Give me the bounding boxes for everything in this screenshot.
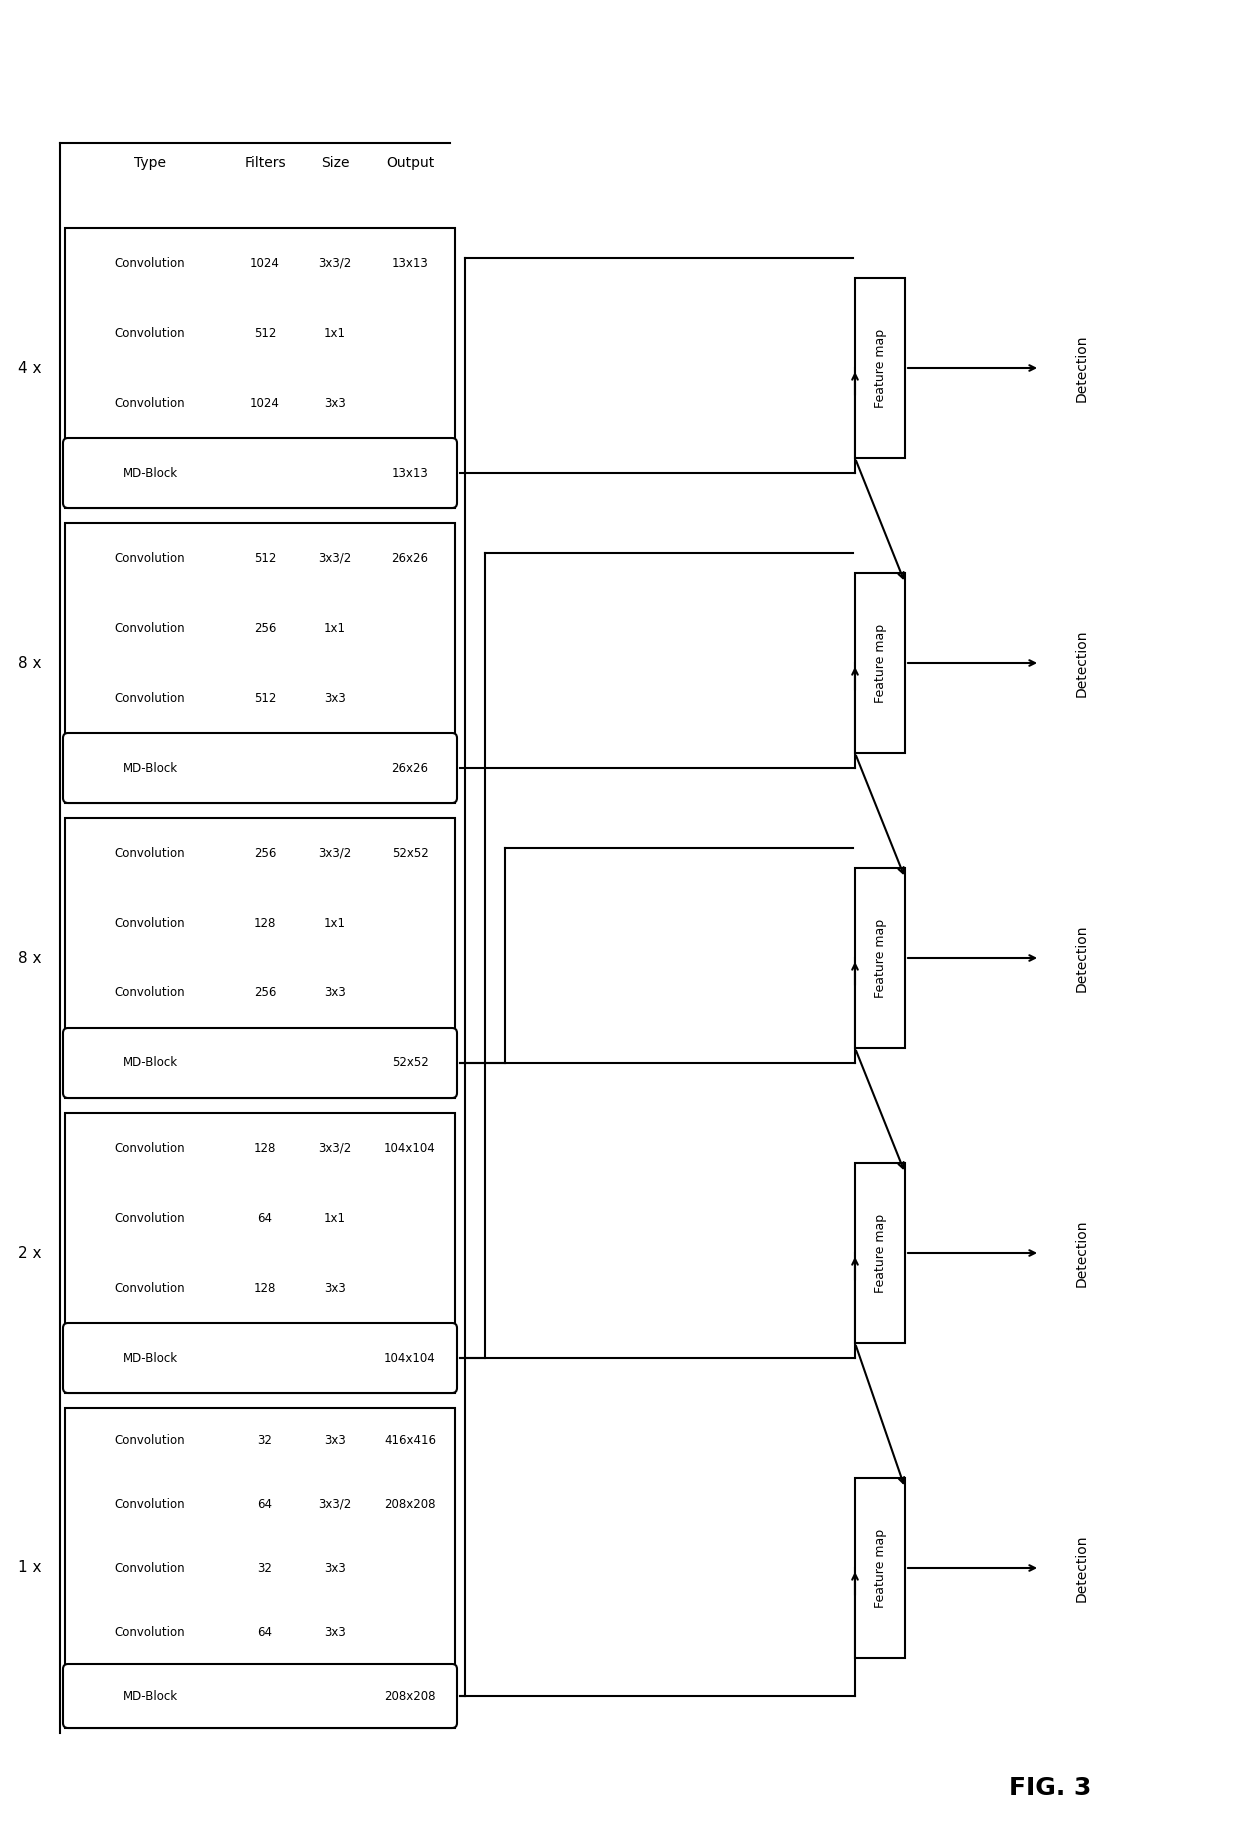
Text: Convolution: Convolution (114, 1561, 185, 1574)
FancyBboxPatch shape (64, 1113, 455, 1393)
Text: 512: 512 (254, 327, 277, 340)
Text: 64: 64 (258, 1212, 273, 1225)
Text: Convolution: Convolution (114, 327, 185, 340)
Text: 256: 256 (254, 622, 277, 634)
FancyBboxPatch shape (63, 1323, 458, 1393)
Text: Convolution: Convolution (114, 691, 185, 704)
Text: MD-Block: MD-Block (123, 466, 177, 479)
Text: 1024: 1024 (250, 397, 280, 409)
Text: 416x416: 416x416 (384, 1433, 436, 1446)
Text: Convolution: Convolution (114, 916, 185, 929)
Text: 8 x: 8 x (19, 656, 42, 671)
Text: 3x3/2: 3x3/2 (319, 256, 352, 269)
Text: Detection: Detection (1075, 1534, 1089, 1601)
Text: 512: 512 (254, 552, 277, 565)
Text: 32: 32 (258, 1561, 273, 1574)
Text: Convolution: Convolution (114, 846, 185, 859)
Text: 128: 128 (254, 1141, 277, 1155)
Text: 1x1: 1x1 (324, 327, 346, 340)
Text: Detection: Detection (1075, 335, 1089, 402)
Text: MD-Block: MD-Block (123, 1689, 177, 1702)
FancyBboxPatch shape (64, 228, 455, 508)
Text: MD-Block: MD-Block (123, 762, 177, 775)
Text: Convolution: Convolution (114, 1141, 185, 1155)
Text: Feature map: Feature map (873, 329, 887, 408)
FancyBboxPatch shape (856, 1163, 905, 1344)
Text: 4 x: 4 x (19, 360, 42, 375)
Text: 1 x: 1 x (19, 1561, 42, 1576)
Text: 208x208: 208x208 (384, 1497, 435, 1510)
Text: 256: 256 (254, 846, 277, 859)
Text: Convolution: Convolution (114, 1625, 185, 1638)
Text: 3x3: 3x3 (324, 691, 346, 704)
Text: 104x104: 104x104 (384, 1351, 436, 1364)
FancyBboxPatch shape (63, 1027, 458, 1099)
Text: Detection: Detection (1075, 925, 1089, 993)
Text: 104x104: 104x104 (384, 1141, 436, 1155)
Text: 208x208: 208x208 (384, 1689, 435, 1702)
Text: 52x52: 52x52 (392, 1057, 428, 1069)
Text: 8 x: 8 x (19, 951, 42, 965)
Text: 1x1: 1x1 (324, 622, 346, 634)
Text: MD-Block: MD-Block (123, 1351, 177, 1364)
Text: Type: Type (134, 155, 166, 170)
Text: 2 x: 2 x (19, 1245, 42, 1261)
FancyBboxPatch shape (856, 1479, 905, 1658)
Text: 1024: 1024 (250, 256, 280, 269)
Text: 3x3/2: 3x3/2 (319, 846, 352, 859)
Text: 1x1: 1x1 (324, 1212, 346, 1225)
Text: 128: 128 (254, 916, 277, 929)
Text: Convolution: Convolution (114, 552, 185, 565)
Text: 64: 64 (258, 1497, 273, 1510)
Text: 52x52: 52x52 (392, 846, 428, 859)
Text: 3x3/2: 3x3/2 (319, 552, 352, 565)
Text: Feature map: Feature map (873, 918, 887, 998)
Text: 512: 512 (254, 691, 277, 704)
Text: Feature map: Feature map (873, 623, 887, 702)
FancyBboxPatch shape (64, 523, 455, 802)
Text: Convolution: Convolution (114, 622, 185, 634)
Text: 26x26: 26x26 (392, 762, 429, 775)
Text: Feature map: Feature map (873, 1214, 887, 1292)
Text: 3x3: 3x3 (324, 1561, 346, 1574)
Text: 128: 128 (254, 1281, 277, 1294)
Text: Convolution: Convolution (114, 987, 185, 1000)
Text: 64: 64 (258, 1625, 273, 1638)
Text: 3x3: 3x3 (324, 397, 346, 409)
Text: Convolution: Convolution (114, 256, 185, 269)
Text: 3x3: 3x3 (324, 1281, 346, 1294)
Text: 26x26: 26x26 (392, 552, 429, 565)
Text: Feature map: Feature map (873, 1528, 887, 1607)
Text: 3x3: 3x3 (324, 1433, 346, 1446)
Text: 1x1: 1x1 (324, 916, 346, 929)
Text: Output: Output (386, 155, 434, 170)
Text: 3x3: 3x3 (324, 987, 346, 1000)
FancyBboxPatch shape (63, 439, 458, 508)
Text: Detection: Detection (1075, 629, 1089, 696)
FancyBboxPatch shape (63, 1663, 458, 1727)
Text: MD-Block: MD-Block (123, 1057, 177, 1069)
Text: Convolution: Convolution (114, 1281, 185, 1294)
Text: Convolution: Convolution (114, 1212, 185, 1225)
Text: 3x3/2: 3x3/2 (319, 1141, 352, 1155)
Text: Convolution: Convolution (114, 397, 185, 409)
FancyBboxPatch shape (63, 733, 458, 802)
Text: Convolution: Convolution (114, 1497, 185, 1510)
FancyBboxPatch shape (856, 572, 905, 753)
FancyBboxPatch shape (64, 817, 455, 1099)
FancyBboxPatch shape (856, 278, 905, 459)
FancyBboxPatch shape (64, 1408, 455, 1727)
Text: 3x3: 3x3 (324, 1625, 346, 1638)
FancyBboxPatch shape (856, 868, 905, 1047)
Text: Size: Size (321, 155, 350, 170)
Text: 13x13: 13x13 (392, 466, 428, 479)
Text: FIG. 3: FIG. 3 (1009, 1777, 1091, 1801)
Text: Detection: Detection (1075, 1219, 1089, 1287)
Text: 32: 32 (258, 1433, 273, 1446)
Text: 3x3/2: 3x3/2 (319, 1497, 352, 1510)
Text: 256: 256 (254, 987, 277, 1000)
Text: Convolution: Convolution (114, 1433, 185, 1446)
Text: Filters: Filters (244, 155, 285, 170)
Text: 13x13: 13x13 (392, 256, 428, 269)
